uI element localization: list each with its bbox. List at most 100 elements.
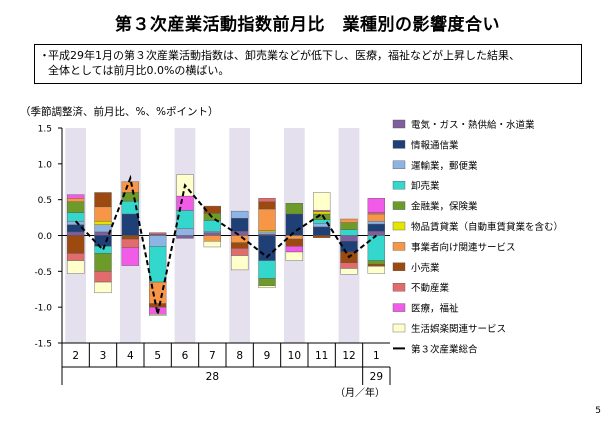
note-bullet: ・ (39, 49, 50, 62)
bar-segment (121, 235, 140, 240)
bar-segment (176, 195, 194, 211)
legend-label: 情報通信業 (411, 139, 459, 151)
bar-segment (148, 246, 167, 283)
bar-segment (203, 205, 222, 214)
bar-segment (367, 198, 386, 213)
bar-segment (367, 212, 386, 215)
bar-segment (66, 260, 85, 274)
bar-segment (66, 253, 85, 261)
y-tick-label: -0.5 (34, 268, 52, 278)
note-line-2: 全体としては前月比0.0%の横ばい。 (48, 64, 230, 77)
year-label: 28 (206, 371, 219, 383)
bar-segment (258, 285, 276, 289)
legend-swatch (392, 140, 406, 149)
bar-segment (94, 271, 112, 283)
bar-segment (148, 235, 167, 247)
bar-segment (340, 268, 358, 275)
bar-segment (258, 208, 276, 231)
bar-segment (367, 213, 386, 222)
y-tick-label: 1.0 (38, 160, 53, 170)
bar-segment (148, 232, 167, 235)
x-tick-label: 5 (154, 350, 161, 362)
y-tick-label: 1.5 (38, 125, 52, 135)
bar-segment (367, 220, 386, 225)
bar-segment (148, 314, 167, 316)
bar-segment (94, 235, 112, 247)
legend-label: 生活娯楽関連サービス (411, 323, 506, 335)
summary-note: ・ 平成29年1月の第３次産業活動指数は、卸売業などが低下し、医療，福祉などが上… (34, 44, 582, 84)
bar-segment (312, 235, 331, 238)
bar-segment (66, 235, 85, 254)
bar-segment (258, 201, 276, 210)
legend-swatch (392, 303, 406, 312)
bar-segment (340, 262, 358, 269)
bar-segment (66, 201, 85, 213)
x-tick-label: 6 (182, 350, 189, 362)
bar-segment (66, 231, 85, 236)
legend-swatch (392, 201, 406, 210)
bar-segment (312, 226, 331, 236)
bar-segment (285, 213, 304, 236)
bar-segment (367, 235, 386, 261)
bar-segment (367, 223, 386, 232)
x-tick-label: 9 (264, 350, 271, 362)
bar-segment (94, 206, 112, 222)
bar-segment (258, 198, 276, 203)
x-tick-label: 2 (72, 350, 79, 362)
bar-segment (258, 231, 276, 235)
bar-segment (230, 230, 249, 236)
legend-swatch (392, 242, 406, 251)
bar-segment (230, 255, 249, 271)
legend-swatch (392, 262, 406, 271)
note-line-1: 平成29年1月の第３次産業活動指数は、卸売業などが低下し、医療，福祉などが上昇し… (48, 49, 520, 62)
bar-segment (148, 233, 167, 236)
legend-label: 第３次産業総合 (411, 343, 478, 355)
bar-segment (312, 192, 331, 211)
bar-segment (230, 242, 249, 249)
bar-segment (94, 253, 112, 272)
bar-segment (121, 181, 140, 193)
x-axis-unit-label: （月／年） (335, 386, 385, 399)
legend-label: 不動産業 (411, 282, 450, 294)
bar-segment (94, 220, 112, 225)
bar-segment (312, 210, 331, 213)
bar-segment (230, 248, 249, 256)
legend-label: 運輸業，郵便業 (411, 160, 478, 172)
bar-segment (340, 229, 358, 236)
bar-segment (230, 218, 249, 232)
bar-segment (285, 203, 304, 215)
legend-label: 医療，福祉 (411, 303, 459, 315)
unit-label: （季節調整済、前月比、%、%ポイント） (20, 106, 219, 118)
bar-segment (367, 266, 386, 274)
legend-swatch (392, 119, 406, 129)
bar-segment (340, 218, 358, 223)
bar-segment (94, 224, 112, 233)
y-tick-label: -1.0 (34, 304, 52, 314)
bar-segment (367, 263, 386, 267)
bar-segment (258, 233, 276, 236)
legend-swatch (392, 283, 406, 292)
bar-segment (66, 194, 85, 199)
bar-segment (367, 260, 386, 265)
y-tick-label: 0.5 (38, 196, 52, 206)
bar-segment (312, 211, 331, 215)
bar-segment (203, 241, 222, 248)
legend-swatch (392, 221, 406, 231)
x-tick-label: 1 (373, 350, 380, 362)
bar-segment (203, 232, 222, 236)
bar-segment (94, 281, 112, 294)
bar-segment (203, 230, 222, 233)
bar-segment (176, 235, 194, 239)
legend-swatch (392, 323, 406, 333)
legend-label: 物品賃貸業（自動車賃貸業を含む） (411, 221, 563, 233)
year-label: 29 (370, 371, 383, 383)
bar-segment (66, 198, 85, 203)
bar-segment (94, 192, 112, 208)
bar-segment (230, 210, 249, 219)
bar-segment (66, 212, 85, 222)
x-tick-label: 3 (100, 350, 107, 362)
bar-segment (258, 278, 276, 286)
x-tick-label: 10 (288, 350, 301, 362)
bar-segment (340, 222, 358, 230)
